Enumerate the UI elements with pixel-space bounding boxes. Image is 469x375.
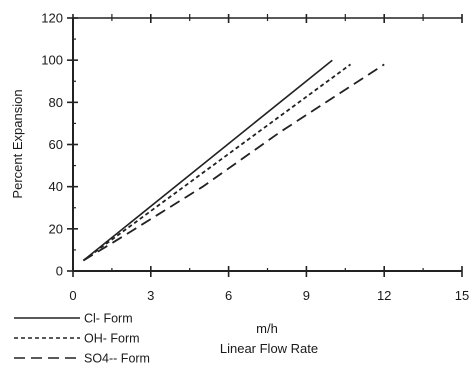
legend-label-3: SO4-- Form xyxy=(84,352,150,366)
legend-label-1: Cl- Form xyxy=(84,312,133,326)
y-tick-label: 60 xyxy=(49,137,63,152)
legend: Cl- Form OH- Form SO4-- Form xyxy=(14,312,150,366)
series-line-3 xyxy=(82,63,385,262)
legend-label-2: OH- Form xyxy=(84,332,140,346)
series-line-2 xyxy=(82,63,352,262)
x-tick-label: 3 xyxy=(147,288,154,303)
ticks: 0 20 40 60 80 100 120 0 3 6 9 12 15 xyxy=(41,11,469,304)
x-axis-unit: m/h xyxy=(256,321,278,336)
x-tick-label: 0 xyxy=(69,288,76,303)
series-lines xyxy=(82,59,385,262)
x-tick-label: 9 xyxy=(303,288,310,303)
x-axis-label: Linear Flow Rate xyxy=(220,341,318,356)
axes xyxy=(72,17,462,272)
y-tick-label: 20 xyxy=(49,221,63,236)
y-tick-label: 40 xyxy=(49,179,63,194)
y-tick-label: 100 xyxy=(41,53,63,68)
y-tick-label: 120 xyxy=(41,11,63,26)
y-tick-label: 80 xyxy=(49,95,63,110)
x-tick-label: 6 xyxy=(225,288,232,303)
series-line-1 xyxy=(82,59,333,262)
x-tick-label: 15 xyxy=(455,288,469,303)
x-tick-label: 12 xyxy=(377,288,391,303)
y-tick-label: 0 xyxy=(56,264,63,279)
y-axis-label: Percent Expansion xyxy=(10,89,25,198)
